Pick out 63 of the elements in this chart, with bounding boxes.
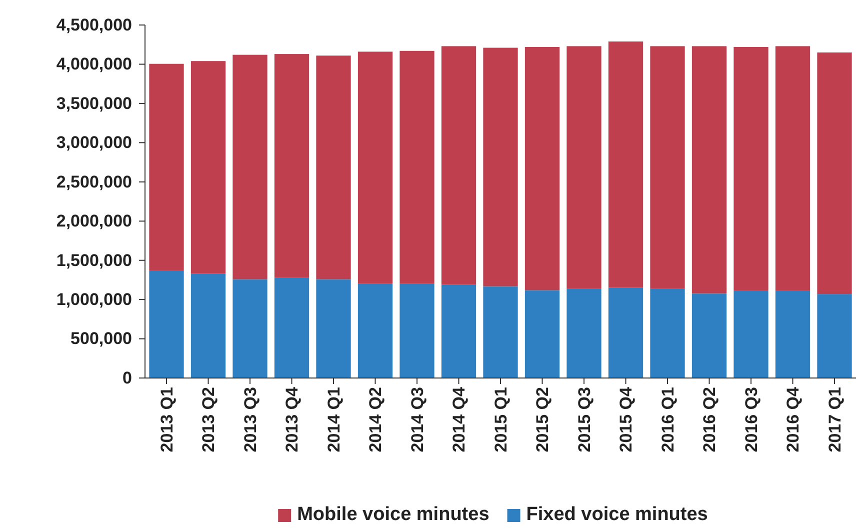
bar — [692, 46, 727, 294]
x-tick-label: 2013 Q3 — [240, 387, 260, 452]
bar — [775, 46, 810, 291]
bar — [817, 294, 852, 378]
legend-label: Mobile voice minutes — [297, 504, 490, 525]
y-tick-label: 3,500,000 — [56, 94, 132, 113]
bar — [149, 270, 184, 378]
bar — [817, 52, 852, 294]
bar — [524, 290, 560, 378]
bar — [149, 64, 184, 271]
bar — [232, 54, 268, 280]
x-tick-label: 2016 Q4 — [784, 386, 803, 452]
bar — [274, 278, 310, 378]
bar — [358, 52, 393, 284]
y-tick-label: 1,500,000 — [56, 250, 132, 270]
bar — [775, 290, 810, 378]
x-tick-label: 2013 Q2 — [199, 387, 218, 452]
y-tick-label: 2,000,000 — [56, 212, 132, 231]
y-tick-label: 1,000,000 — [56, 290, 132, 309]
bar — [524, 46, 560, 290]
bar — [483, 48, 518, 286]
bar — [441, 46, 476, 285]
x-tick-label: 2016 Q2 — [700, 387, 720, 452]
y-tick-label: 3,000,000 — [56, 133, 132, 152]
y-tick-label: 500,000 — [70, 329, 132, 348]
x-tick-label: 2013 Q4 — [282, 386, 302, 452]
x-tick-label: 2016 Q1 — [658, 387, 678, 452]
bar — [566, 288, 602, 378]
y-tick-label: 0 — [122, 368, 132, 388]
bar — [441, 284, 476, 378]
bar — [190, 274, 226, 378]
bar — [232, 279, 268, 378]
y-tick-label: 4,500,000 — [56, 15, 132, 34]
x-tick-label: 2013 Q1 — [157, 387, 176, 452]
x-tick-label: 2014 Q3 — [408, 387, 427, 452]
legend-label: Fixed voice minutes — [526, 504, 708, 525]
x-tick-label: 2015 Q2 — [533, 387, 552, 452]
bar — [650, 288, 685, 378]
x-tick-label: 2015 Q3 — [574, 387, 594, 452]
bar — [358, 284, 393, 378]
y-tick-label: 4,000,000 — [56, 54, 132, 74]
x-tick-label: 2017 Q1 — [825, 387, 844, 452]
x-tick-label: 2016 Q3 — [742, 387, 761, 452]
y-tick-label: 2,500,000 — [56, 172, 132, 192]
bar — [190, 61, 226, 274]
x-tick-label: 2014 Q4 — [450, 386, 469, 452]
bar — [316, 279, 351, 378]
bar — [274, 54, 310, 278]
bar — [400, 50, 434, 284]
bar — [734, 290, 768, 378]
x-tick-label: 2014 Q1 — [324, 387, 344, 452]
bar — [608, 41, 644, 288]
bar — [566, 46, 602, 289]
bar — [608, 288, 644, 378]
x-tick-label: 2015 Q4 — [616, 386, 636, 452]
x-tick-label: 2015 Q1 — [491, 387, 510, 452]
bar — [692, 293, 727, 378]
x-tick-label: 2014 Q2 — [366, 387, 386, 452]
bar — [734, 46, 768, 291]
bar — [650, 46, 685, 289]
bar — [400, 284, 434, 378]
bar — [483, 286, 518, 378]
bar — [316, 56, 351, 280]
